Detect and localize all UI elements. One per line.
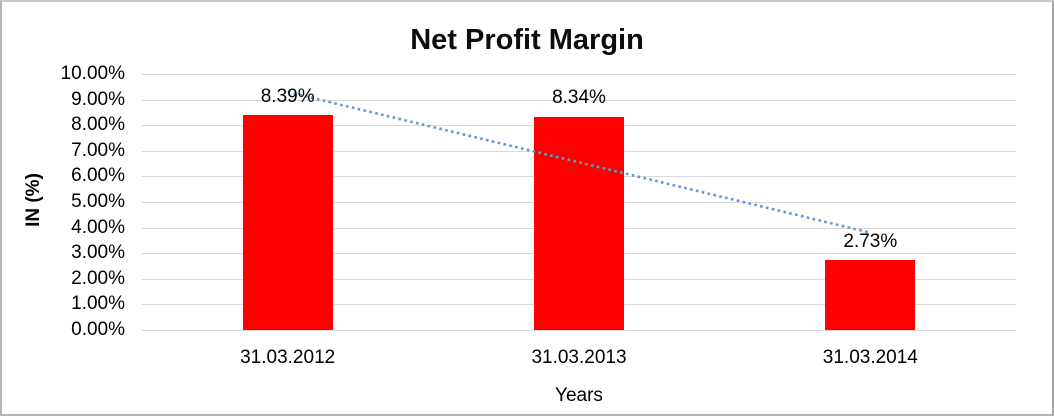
x-tick-label: 31.03.2012 xyxy=(240,347,336,368)
y-tick-label: 0.00% xyxy=(71,319,125,340)
gridline xyxy=(142,99,1016,101)
gridline xyxy=(142,74,1016,75)
y-tick-label: 3.00% xyxy=(71,242,125,264)
bar xyxy=(242,115,333,330)
bar-data-label: 8.39% xyxy=(260,86,315,108)
bar xyxy=(534,116,624,330)
plot-area xyxy=(142,74,1016,331)
bar xyxy=(825,260,916,330)
chart-title: Net Profit Margin xyxy=(410,24,644,56)
bar-data-label: 8.34% xyxy=(552,87,606,109)
y-tick-label: 8.00% xyxy=(71,114,125,136)
x-axis-title: Years xyxy=(555,385,603,406)
y-tick-label: 2.00% xyxy=(71,267,125,289)
gridline xyxy=(142,330,1016,331)
y-tick-label: 5.00% xyxy=(71,191,125,212)
y-tick-label: 4.00% xyxy=(71,216,125,238)
y-tick-label: 7.00% xyxy=(71,139,125,161)
y-tick-label: 1.00% xyxy=(71,293,125,315)
x-tick-label: 31.03.2014 xyxy=(822,347,918,368)
bar-data-label: 2.73% xyxy=(843,231,898,253)
y-tick-label: 9.00% xyxy=(71,88,125,110)
y-tick-label: 6.00% xyxy=(71,165,125,187)
y-tick-label: 10.00% xyxy=(60,63,125,84)
x-tick-label: 31.03.2013 xyxy=(531,347,627,368)
